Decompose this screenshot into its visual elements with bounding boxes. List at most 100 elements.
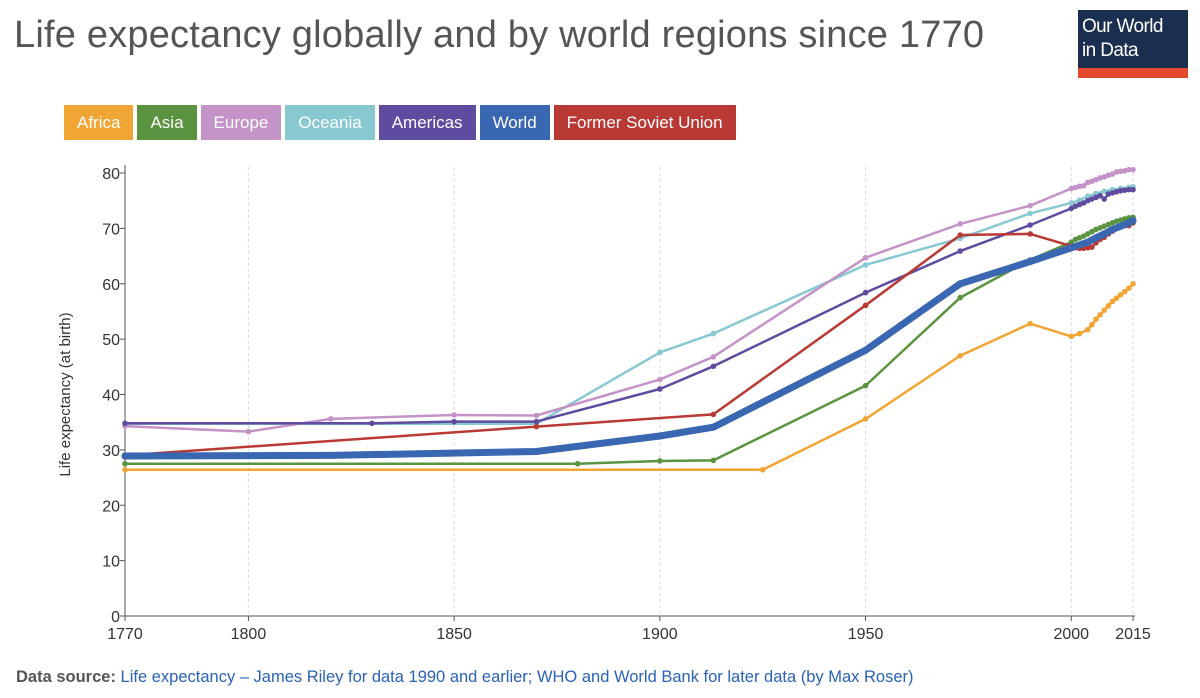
y-tick-label-30: 30	[102, 443, 120, 460]
data-point-europe-1	[245, 428, 252, 435]
data-point-oceania-2	[657, 349, 663, 356]
data-source-link[interactable]: Life expectancy – James Riley for data 1…	[120, 668, 914, 686]
data-point-africa-2	[862, 416, 869, 422]
series-line-europe	[123, 168, 1135, 433]
data-point-oceania-7	[1068, 200, 1075, 206]
data-point-asia-10	[1080, 233, 1087, 239]
data-point-asia-1	[574, 460, 581, 467]
data-point-americas-17	[1101, 196, 1107, 202]
data-point-europe-25	[1130, 166, 1136, 173]
y-tick-label-60: 60	[102, 277, 120, 294]
data-point-africa-17	[1126, 285, 1132, 291]
data-point-world-11	[1092, 234, 1100, 242]
x-tick-label-1850: 1850	[436, 626, 472, 643]
legend-item-oceania[interactable]: Oceania	[285, 105, 375, 140]
data-point-asia-7	[1068, 239, 1075, 246]
page-title: Life expectancy globally and by world re…	[14, 14, 985, 56]
data-point-world-8	[1067, 244, 1075, 252]
data-point-oceania-10	[1093, 190, 1099, 197]
data-point-world-4	[709, 423, 717, 431]
data-point-asia-4	[862, 382, 869, 389]
logo-line-1: Our World	[1082, 16, 1163, 37]
legend-item-world[interactable]: World	[479, 105, 550, 140]
data-point-world-12	[1100, 230, 1108, 238]
data-point-world-6	[956, 280, 964, 288]
data-point-former-soviet-union-2	[710, 411, 717, 418]
data-point-former-soviet-union-11	[1089, 244, 1095, 251]
data-point-americas-22	[1121, 187, 1128, 193]
x-tick-label-1800: 1800	[231, 626, 267, 643]
data-point-europe-7	[862, 254, 869, 261]
y-tick-label-50: 50	[102, 332, 120, 349]
data-point-oceania-9	[1084, 193, 1091, 200]
data-point-world-1	[327, 451, 335, 459]
data-point-europe-8	[957, 221, 963, 227]
data-point-africa-13	[1109, 298, 1116, 305]
data-point-africa-6	[1076, 330, 1083, 337]
data-point-africa-10	[1097, 311, 1103, 318]
data-point-europe-13	[1080, 182, 1087, 189]
legend-item-former-soviet-union[interactable]: Former Soviet Union	[553, 105, 736, 140]
data-point-americas-3	[533, 418, 540, 425]
legend-item-africa[interactable]: Africa	[64, 105, 134, 140]
y-axis-label: Life expectancy (at birth)	[57, 312, 74, 476]
data-point-world-13	[1108, 225, 1116, 233]
data-point-americas-16	[1097, 192, 1103, 199]
x-tick-label-1950: 1950	[848, 626, 884, 643]
data-point-world-3	[656, 432, 664, 440]
data-point-africa-3	[957, 352, 963, 359]
data-source: Data source: Life expectancy – James Ril…	[16, 668, 914, 687]
data-point-world-5	[862, 346, 870, 354]
data-source-label: Data source:	[16, 668, 116, 686]
data-point-europe-21	[1113, 169, 1120, 175]
legend-item-americas[interactable]: Americas	[378, 105, 476, 140]
legend-item-europe[interactable]: Europe	[200, 105, 282, 140]
legend-item-asia[interactable]: Asia	[137, 105, 197, 140]
data-point-europe-5	[657, 376, 663, 383]
data-point-americas-8	[1027, 222, 1033, 228]
data-point-europe-6	[710, 354, 717, 360]
y-tick-label-0: 0	[111, 609, 120, 626]
data-point-former-soviet-union-1	[533, 423, 540, 430]
data-point-asia-12	[1089, 228, 1095, 235]
data-point-americas-23	[1126, 186, 1132, 193]
data-point-world-16	[1129, 217, 1137, 225]
data-point-africa-7	[1084, 326, 1091, 333]
data-point-africa-9	[1093, 316, 1099, 322]
logo-accent-bar	[1078, 68, 1188, 78]
line-chart: 0 10 20 30 40 50 60 70 80 1770 1800 1850 1900 1950 200…	[57, 165, 1151, 643]
data-point-europe-12	[1076, 183, 1083, 190]
data-point-europe-4	[533, 412, 540, 419]
data-point-world-9	[1076, 241, 1084, 249]
data-point-europe-9	[1027, 202, 1033, 209]
logo-line-2: in Data	[1082, 40, 1139, 61]
data-point-americas-9	[1068, 205, 1075, 212]
data-point-americas-7	[957, 248, 963, 254]
data-point-asia-2	[657, 458, 663, 464]
data-point-africa-18	[1130, 280, 1136, 287]
data-point-oceania-3	[710, 330, 717, 337]
data-point-europe-24	[1126, 166, 1132, 173]
data-point-former-soviet-union-5	[1027, 231, 1033, 237]
data-point-africa-0	[122, 467, 128, 473]
owid-logo[interactable]: Our World in Data	[1078, 10, 1188, 78]
data-point-americas-1	[369, 420, 375, 427]
data-point-americas-21	[1117, 187, 1124, 194]
data-point-world-14	[1117, 222, 1125, 230]
data-point-africa-5	[1068, 333, 1075, 340]
data-point-world-10	[1084, 238, 1092, 246]
data-point-africa-14	[1113, 295, 1120, 301]
data-point-europe-2	[327, 416, 334, 422]
data-point-americas-24	[1130, 186, 1136, 193]
data-point-africa-1	[759, 467, 766, 473]
data-point-asia-5	[957, 294, 963, 301]
data-point-world-0	[121, 452, 129, 460]
series-line-former-soviet-union	[123, 221, 1135, 457]
data-point-asia-0	[122, 460, 128, 467]
y-tick-label-10: 10	[102, 554, 120, 571]
y-tick-label-70: 70	[102, 221, 120, 238]
data-point-former-soviet-union-4	[957, 232, 963, 238]
data-point-africa-15	[1117, 292, 1124, 298]
x-tick-label-2000: 2000	[1053, 626, 1089, 643]
data-point-americas-12	[1080, 200, 1087, 206]
